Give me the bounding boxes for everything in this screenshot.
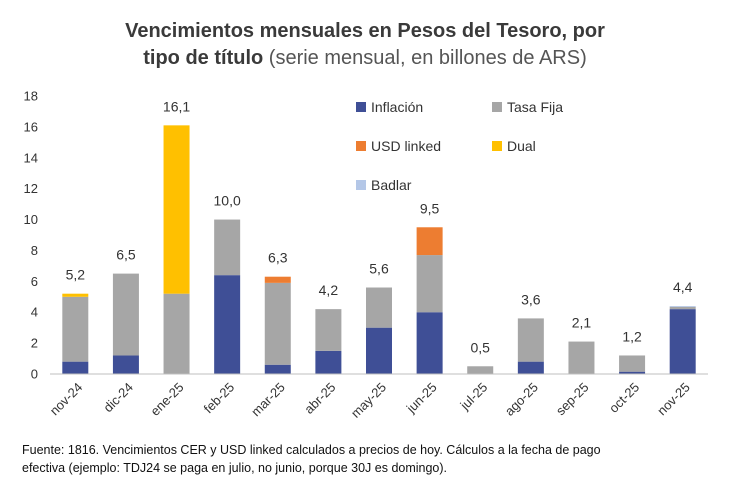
bar-segment (416, 255, 443, 313)
total-label: 2,1 (572, 315, 592, 331)
legend-swatch (356, 180, 366, 190)
bar-segment (669, 306, 696, 310)
y-tick-label: 18 (24, 89, 38, 104)
x-tick-label: abr-25 (301, 380, 338, 417)
total-label: 6,5 (116, 247, 136, 263)
chart-title-line2-bold: tipo de título (143, 47, 264, 69)
y-tick-label: 16 (24, 119, 38, 134)
y-tick-label: 6 (31, 274, 38, 289)
x-tick-label: nov-24 (47, 380, 86, 419)
y-tick-label: 10 (24, 212, 38, 227)
y-tick-label: 2 (31, 336, 38, 351)
footnote-line1: Fuente: 1816. Vencimientos CER y USD lin… (22, 443, 601, 457)
total-label: 16,1 (163, 98, 190, 114)
bar-segment (619, 371, 646, 374)
footnote: Fuente: 1816. Vencimientos CER y USD lin… (22, 441, 712, 477)
bar-segment (62, 293, 89, 297)
x-tick-label: feb-25 (201, 380, 238, 417)
legend-swatch (356, 141, 366, 151)
legend-swatch (356, 102, 366, 112)
legend: Inflación Tasa Fija USD linked Dual Badlar (356, 99, 563, 193)
bar-segment (467, 366, 494, 374)
bar-segment (568, 341, 595, 374)
bars (62, 125, 696, 374)
bar-segment (264, 276, 291, 283)
chart-title: Vencimientos mensuales en Pesos del Teso… (0, 18, 730, 72)
total-label: 1,2 (622, 328, 642, 344)
x-tick-label: dic-24 (100, 380, 136, 416)
bar-segment (62, 296, 89, 362)
bar-segment (315, 350, 342, 374)
x-tick-label: mar-25 (248, 380, 288, 420)
x-tick-label: jun-25 (403, 380, 440, 417)
stacked-bar-chart: 0 2 4 6 8 10 12 14 16 18 nov-24 dic-24 ene-25 feb-25… (24, 89, 708, 421)
y-tick-label: 4 (31, 305, 38, 320)
chart-title-line2: tipo de título (serie mensual, en billon… (0, 45, 730, 72)
bar-segment (163, 125, 190, 294)
bar-segment (62, 361, 89, 374)
x-tick-label: may-25 (348, 380, 389, 421)
total-label: 5,2 (66, 267, 86, 283)
legend-label: Badlar (371, 177, 412, 193)
legend-swatch (492, 141, 502, 151)
legend-label: Inflación (371, 99, 423, 115)
y-tick-label: 0 (31, 367, 38, 382)
total-label: 4,4 (673, 279, 693, 295)
legend-label: Tasa Fija (507, 99, 563, 115)
total-label: 0,5 (470, 339, 490, 355)
legend-swatch (492, 102, 502, 112)
total-label: 10,0 (214, 193, 241, 209)
x-tick-label: oct-25 (606, 380, 642, 416)
y-tick-label: 12 (24, 181, 38, 196)
total-label: 9,5 (420, 200, 440, 216)
bar-segment (315, 309, 342, 351)
chart-title-line1: Vencimientos mensuales en Pesos del Teso… (125, 20, 605, 42)
x-tick-label: ago-25 (502, 380, 541, 419)
x-tick-label: sep-25 (553, 380, 592, 419)
bar-segment (366, 287, 392, 328)
bar-segment (669, 306, 696, 307)
total-label: 6,3 (268, 250, 288, 266)
x-axis: nov-24 dic-24 ene-25 feb-25 mar-25 abr-25 may-… (47, 373, 708, 421)
x-tick-label: ene-25 (147, 380, 186, 419)
legend-label: Dual (507, 138, 536, 154)
y-axis: 0 2 4 6 8 10 12 14 16 18 (24, 89, 38, 382)
bar-segment (517, 361, 544, 374)
bar-segment (112, 355, 139, 374)
x-tick-label: jul-25 (457, 380, 491, 414)
y-tick-label: 14 (24, 150, 38, 165)
bar-segment (214, 219, 241, 276)
total-labels: 5,2 6,5 16,1 10,0 6,3 4,2 5,6 9,5 0,5 3,6 2,1 1,2 4,… (66, 98, 693, 355)
bar-segment (619, 355, 646, 372)
x-tick-label: nov-25 (654, 380, 693, 419)
bar-segment (264, 282, 291, 365)
bar-segment (669, 309, 696, 374)
chart-title-line2-light: (serie mensual, en billones de ARS) (268, 47, 587, 69)
bar-segment (163, 293, 190, 374)
bar-segment (416, 227, 443, 256)
bar-segment (214, 275, 241, 374)
total-label: 3,6 (521, 291, 541, 307)
bar-segment (416, 312, 443, 374)
total-label: 4,2 (319, 282, 339, 298)
bar-segment (366, 327, 392, 374)
legend-label: USD linked (371, 138, 441, 154)
footnote-line2: efectiva (ejemplo: TDJ24 se paga en juli… (22, 461, 448, 475)
total-label: 5,6 (369, 261, 389, 277)
bar-segment (112, 273, 139, 356)
y-tick-label: 8 (31, 243, 38, 258)
bar-segment (517, 318, 544, 362)
bar-segment (264, 364, 291, 374)
